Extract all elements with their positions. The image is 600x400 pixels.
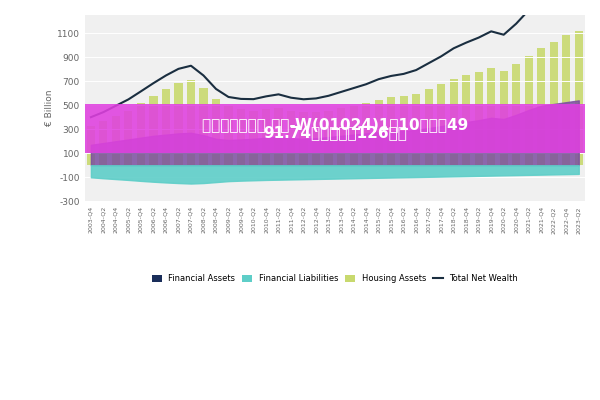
Bar [250, 110, 257, 165]
Bar [287, 110, 295, 165]
Bar [274, 108, 283, 165]
Bar [562, 36, 571, 165]
Bar [537, 48, 545, 165]
Bar [425, 89, 433, 165]
Bar [325, 110, 332, 165]
Y-axis label: € Billion: € Billion [45, 90, 54, 126]
Bar [237, 109, 245, 165]
Bar [350, 106, 358, 165]
Bar [337, 108, 345, 165]
Bar [374, 100, 383, 165]
Bar [362, 103, 370, 165]
Bar [437, 84, 445, 165]
Bar [512, 64, 520, 165]
Bar [162, 89, 170, 165]
Bar [212, 98, 220, 165]
Bar [550, 42, 558, 165]
Bar [124, 110, 133, 165]
Bar [87, 126, 95, 165]
Bar [224, 106, 233, 165]
Bar [187, 80, 195, 165]
Bar [299, 112, 308, 165]
Text: 91.74万港元回购126万股: 91.74万港元回购126万股 [263, 125, 407, 140]
Bar [412, 94, 420, 165]
Bar [524, 56, 533, 165]
Bar [312, 112, 320, 165]
Text: 股票配资有哪些 快手-W(01024)1月10日斥资49: 股票配资有哪些 快手-W(01024)1月10日斥资49 [202, 118, 468, 132]
Bar [400, 96, 407, 165]
Bar [462, 75, 470, 165]
Legend: Financial Assets, Financial Liabilities, Housing Assets, Total Net Wealth: Financial Assets, Financial Liabilities,… [148, 271, 521, 286]
Bar [149, 96, 158, 165]
Bar [487, 68, 495, 165]
Bar [85, 104, 585, 153]
Bar [387, 97, 395, 165]
Bar [575, 31, 583, 165]
Bar [175, 83, 182, 165]
Bar [262, 109, 270, 165]
Bar [449, 79, 458, 165]
Bar [199, 88, 208, 165]
Bar [137, 103, 145, 165]
Bar [112, 116, 120, 165]
Bar [100, 121, 107, 165]
Bar [500, 71, 508, 165]
Bar [475, 72, 483, 165]
